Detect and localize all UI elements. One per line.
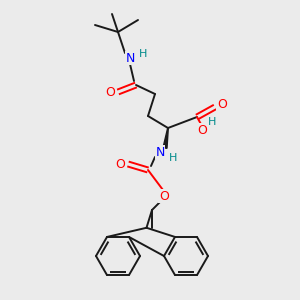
Text: N: N [155, 146, 165, 158]
Text: H: H [208, 117, 216, 127]
Polygon shape [163, 128, 168, 148]
Text: N: N [125, 52, 135, 64]
Text: O: O [105, 86, 115, 100]
Text: O: O [217, 98, 227, 112]
Text: O: O [115, 158, 125, 172]
Text: H: H [139, 49, 147, 59]
Text: H: H [169, 153, 177, 163]
Text: O: O [159, 190, 169, 202]
Text: O: O [197, 124, 207, 136]
